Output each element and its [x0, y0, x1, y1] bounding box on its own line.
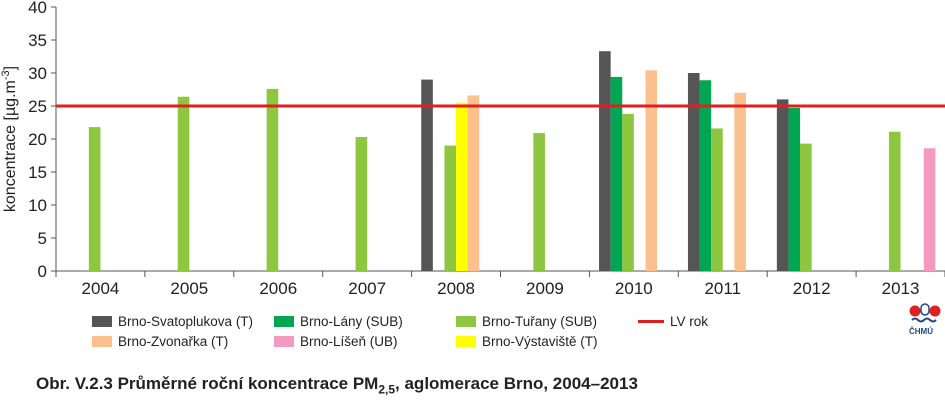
legend-item: LV rok: [638, 312, 708, 330]
bar: [776, 99, 789, 272]
bar: [355, 137, 368, 271]
figure-caption: Obr. V.2.3 Průměrné roční koncentrace PM…: [36, 374, 638, 396]
bar: [711, 128, 723, 271]
x-tick-label: 2011: [704, 279, 741, 298]
legend-item: Brno-Líšeň (UB): [274, 332, 398, 350]
bar: [599, 51, 611, 271]
x-tick-label: 2005: [170, 279, 208, 298]
legend-item: Brno-Výstaviště (T): [456, 332, 598, 350]
legend-label: LV rok: [670, 313, 709, 329]
x-tick-label: 2013: [882, 279, 920, 298]
y-tick-label: 5: [38, 229, 47, 248]
legend-item: Brno-Zvonařka (T): [92, 332, 228, 350]
legend-item: Brno-Lány (SUB): [274, 312, 403, 330]
bar: [788, 107, 801, 271]
chmu-logo-icon: [909, 303, 941, 323]
x-tick-label: 2004: [82, 279, 120, 298]
bar: [421, 79, 433, 271]
bar: [645, 70, 658, 271]
legend-label: Brno-Zvonařka (T): [118, 333, 229, 349]
bar: [177, 96, 190, 271]
legend-label: Brno-Svatoplukova (T): [118, 313, 254, 329]
bar: [467, 95, 480, 271]
y-tick-label: 0: [38, 262, 47, 281]
bar: [456, 102, 468, 271]
caption-subscript: 2,5: [378, 382, 396, 397]
bar: [88, 127, 101, 272]
legend-item: Brno-Svatoplukova (T): [92, 312, 253, 330]
y-tick-label: 30: [28, 64, 47, 83]
legend-label: Brno-Tuřany (SUB): [482, 313, 598, 329]
x-tick-label: 2008: [437, 279, 475, 298]
bar: [923, 148, 936, 271]
bar: [533, 133, 545, 271]
legend-swatch: [274, 315, 294, 327]
x-tick-label: 2010: [615, 279, 653, 298]
x-tick-label: 2012: [793, 279, 831, 298]
y-tick-label: 20: [28, 130, 47, 149]
y-tick-label: 15: [28, 163, 47, 182]
y-tick-label: 25: [28, 97, 47, 116]
legend-label: Brno-Líšeň (UB): [300, 333, 398, 349]
legend-item: Brno-Tuřany (SUB): [456, 312, 597, 330]
caption-prefix: Obr. V.2.3 Průměrné roční koncentrace PM: [36, 374, 379, 393]
legend-label: Brno-Lány (SUB): [300, 313, 403, 329]
y-axis-title: koncentrace [µg.m-3]: [0, 66, 19, 212]
y-tick-label: 40: [28, 0, 47, 17]
bar: [266, 88, 279, 271]
bar: [610, 76, 623, 272]
bar: [622, 113, 634, 271]
y-tick-label: 10: [28, 196, 47, 215]
legend-swatch: [274, 335, 294, 347]
legend-swatch: [92, 315, 112, 327]
legend-swatch: [456, 335, 476, 347]
x-tick-label: 2006: [259, 279, 297, 298]
bar: [800, 143, 812, 271]
caption-suffix: , aglomerace Brno, 2004–2013: [395, 374, 638, 393]
y-tick-label: 35: [28, 31, 47, 50]
chart-legend: Brno-Svatoplukova (T) Brno-Lány (SUB) Br…: [92, 312, 812, 352]
chart-plot: 0 5 10 15 20 25 30 35 40 2004 2005 2006 2007 2008 2009…: [0, 0, 945, 298]
legend-label: Brno-Výstaviště (T): [482, 333, 598, 349]
x-tick-label: 2009: [526, 279, 564, 298]
bar: [687, 73, 700, 271]
legend-swatch: [92, 335, 112, 347]
bar: [888, 131, 901, 271]
bar: [699, 80, 712, 271]
x-tick-label: 2007: [348, 279, 386, 298]
logo-text: ČHMÚ: [909, 327, 933, 336]
bar: [444, 145, 457, 271]
legend-swatch: [456, 315, 476, 327]
legend-swatch: [638, 319, 664, 323]
bar: [734, 92, 746, 271]
